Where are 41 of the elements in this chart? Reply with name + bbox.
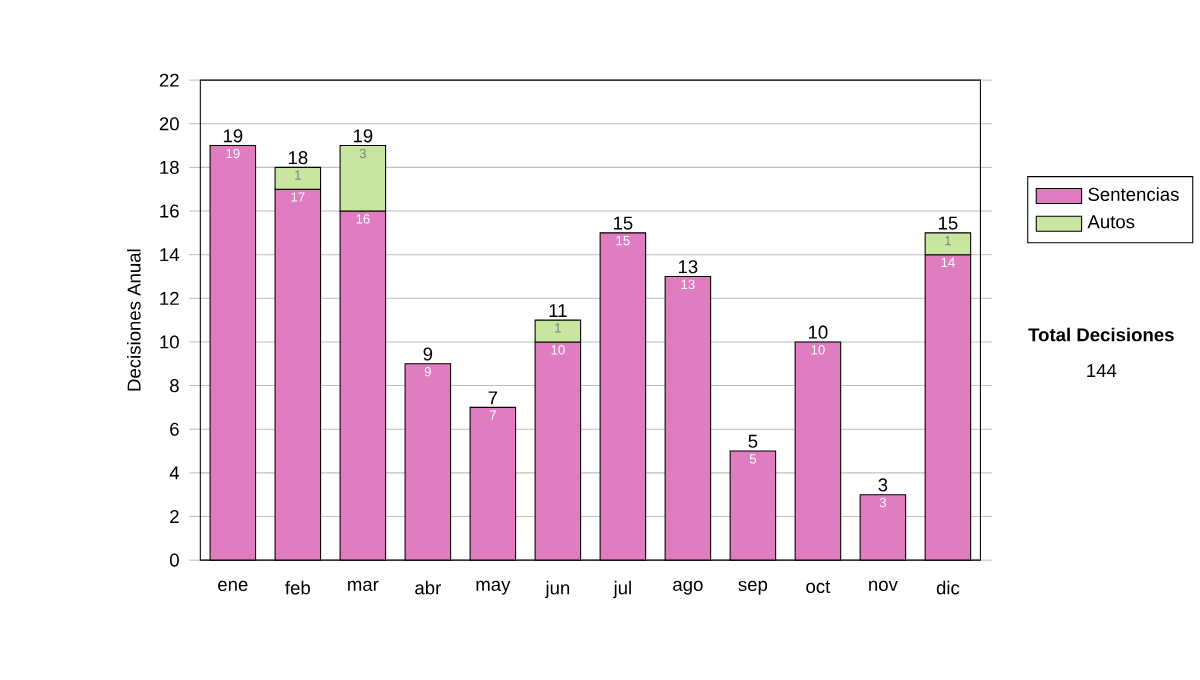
y-axis-title: Decisiones Anual: [127, 249, 141, 391]
x-tick-label: ene: [218, 580, 248, 591]
y-tick-label: 8: [170, 378, 179, 392]
x-tick-label: jul: [613, 580, 631, 599]
y-tick-label: 2: [170, 509, 179, 523]
total-label: 19: [353, 129, 373, 143]
x-tick-label: nov: [869, 580, 898, 591]
y-tick-label: 20: [159, 117, 179, 131]
total-label: 5: [748, 434, 758, 448]
total-label: 11: [549, 303, 567, 317]
x-tick-label: jun: [545, 580, 570, 599]
total-label: 18: [288, 150, 308, 165]
x-tick-label: feb: [285, 580, 310, 595]
total-label: 19: [223, 129, 243, 143]
total-label: 9: [423, 347, 433, 361]
total-label: 15: [938, 216, 958, 230]
y-tick-label: 0: [169, 553, 179, 567]
x-tick-label: may: [476, 580, 511, 595]
x-tick-label: mar: [348, 580, 379, 591]
total-label: 7: [488, 391, 498, 405]
y-tick-label: 6: [170, 422, 179, 436]
text: 144: [1087, 363, 1117, 377]
y-tick-label: 18: [160, 160, 179, 174]
total-label: 10: [808, 325, 828, 339]
x-tick-label: ago: [673, 580, 703, 595]
total-label: 3: [878, 478, 888, 492]
x-tick-label: oct: [806, 580, 831, 593]
y-tick-label: 14: [160, 248, 180, 261]
total-label: 13: [678, 260, 698, 274]
x-tick-label: sep: [738, 580, 768, 595]
y-tick-label: 12: [160, 291, 179, 305]
total-label: 15: [613, 216, 633, 230]
x-tick-label: abr: [415, 580, 441, 595]
y-tick-label: 10: [160, 335, 179, 349]
x-tick-label: dic: [936, 580, 960, 595]
text: Total Decisiones: [1028, 327, 1174, 342]
y-tick-label: 16: [160, 204, 179, 218]
legend-label: Autos: [1087, 215, 1135, 229]
y-tick-label: 4: [169, 466, 180, 480]
y-tick-label: 22: [159, 73, 179, 87]
legend-label: Sentencias: [1088, 187, 1179, 201]
